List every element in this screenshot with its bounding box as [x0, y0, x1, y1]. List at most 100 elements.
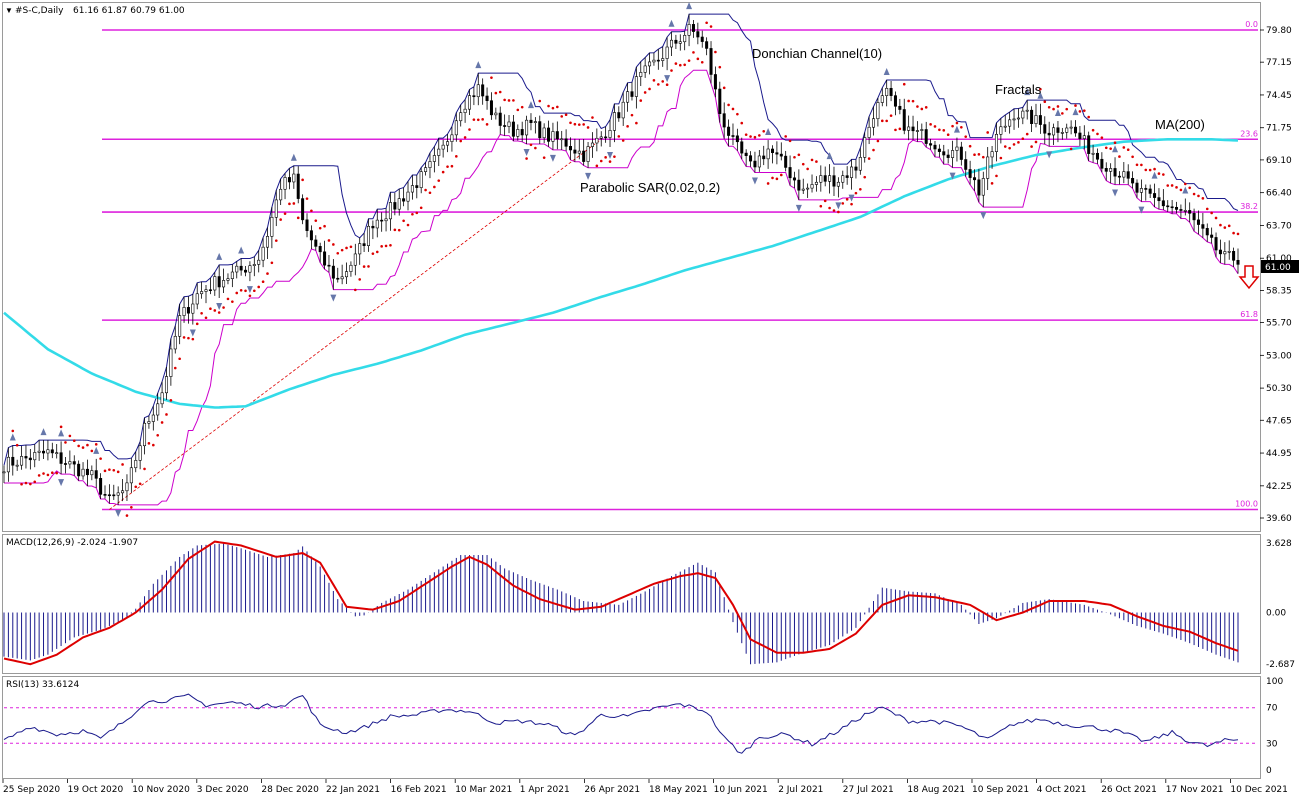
sar-dot [916, 105, 919, 108]
candle-body [415, 185, 419, 188]
candle-body [323, 251, 327, 266]
sar-dot [354, 288, 357, 292]
sar-dot [718, 65, 722, 69]
candle-body [577, 150, 581, 154]
rsi-line [3, 693, 1239, 754]
fractal-up-marker [58, 429, 65, 437]
sar-dot [226, 297, 230, 301]
fractal-up-marker [9, 433, 16, 441]
sar-dot [639, 99, 643, 102]
sar-dot [1047, 105, 1051, 109]
candle-body [968, 169, 972, 178]
candle-body [1003, 125, 1007, 128]
time-axis: 25 Sep 2020 19 Oct 2020 10 Nov 2020 3 Dec 2… [2, 779, 1288, 795]
macd-pane[interactable] [2, 534, 1261, 674]
sar-dot [1030, 145, 1033, 148]
candle-body [1078, 132, 1082, 139]
sar-dot [779, 173, 783, 177]
sar-dot [81, 446, 85, 449]
sar-dot [283, 212, 287, 215]
candle-body [709, 48, 713, 75]
sar-dot [1223, 226, 1227, 229]
sar-dot [332, 243, 335, 246]
candle-body [406, 191, 410, 202]
sar-dot [577, 123, 581, 126]
candle-body [235, 265, 239, 273]
candle-body [340, 276, 344, 280]
candle-body [472, 95, 476, 98]
candle-body [1144, 188, 1148, 190]
sar-dot [402, 219, 405, 223]
rsi-tick-label: 0 [1266, 766, 1272, 776]
candle-body [1183, 210, 1187, 212]
candle-body [213, 276, 217, 291]
sar-dot [239, 288, 243, 292]
rsi-pane[interactable] [2, 676, 1261, 779]
candle-body [634, 76, 638, 97]
sar-dot [648, 87, 651, 91]
sar-dot [1082, 109, 1086, 112]
sar-dot [424, 188, 427, 192]
sar-dot [1087, 115, 1090, 119]
sar-dot [213, 309, 217, 312]
sar-dot [674, 62, 678, 65]
sar-dot [138, 482, 142, 486]
sar-dot [46, 473, 50, 477]
candle-body [1122, 171, 1126, 178]
macd-tick-label: -2.687 [1266, 660, 1295, 670]
sar-dot [406, 223, 410, 227]
sar-dot [1017, 141, 1020, 144]
candle-body [648, 61, 652, 67]
sar-dot [771, 176, 774, 180]
sar-dot [498, 90, 502, 94]
fractal-up-marker [1182, 186, 1189, 194]
sar-dot [125, 514, 129, 517]
sar-dot [964, 135, 968, 138]
candle-body [459, 112, 463, 122]
sar-dot [99, 457, 102, 460]
sar-dot [380, 245, 383, 248]
candle-body [138, 445, 142, 461]
candle-body [525, 119, 529, 136]
sar-dot [200, 311, 203, 315]
candle-body [924, 129, 928, 144]
candle-body [24, 456, 28, 459]
candle-body [230, 271, 234, 279]
sar-dot [1148, 168, 1152, 172]
candle-body [20, 456, 24, 466]
sar-dot [837, 210, 840, 214]
sar-dot [960, 125, 963, 129]
sar-dot [1170, 184, 1174, 187]
sar-dot [626, 125, 629, 128]
sar-dot [569, 121, 572, 125]
candle-body [371, 225, 375, 229]
candle-body [147, 421, 151, 424]
candle-body [819, 175, 823, 183]
candle-body [630, 91, 634, 97]
chart-collapse-icon[interactable]: ▼ [5, 6, 13, 15]
candle-body [68, 461, 72, 465]
candle-body [1038, 115, 1042, 125]
candle-body [143, 422, 147, 447]
candle-body [687, 24, 691, 36]
time-tick-label: 22 Jan 2021 [326, 785, 380, 795]
candle-body [753, 160, 757, 168]
candle-body [55, 452, 59, 454]
candle-body [722, 113, 726, 128]
sar-dot [94, 443, 98, 446]
sar-dot [1214, 216, 1218, 220]
fractal-down-marker [795, 204, 802, 212]
main-pane[interactable] [2, 2, 1261, 532]
sar-dot [885, 119, 888, 123]
sar-dot [1061, 112, 1064, 115]
candle-body [1227, 250, 1231, 253]
price-tick-label: 77.15 [1266, 58, 1292, 68]
sar-dot [1025, 132, 1029, 136]
sar-dot [1078, 110, 1082, 113]
down-arrow-icon [1238, 265, 1260, 290]
sar-dot [1192, 192, 1196, 196]
sar-dot [116, 470, 120, 474]
candle-body [582, 150, 586, 162]
sar-dot [793, 155, 796, 159]
